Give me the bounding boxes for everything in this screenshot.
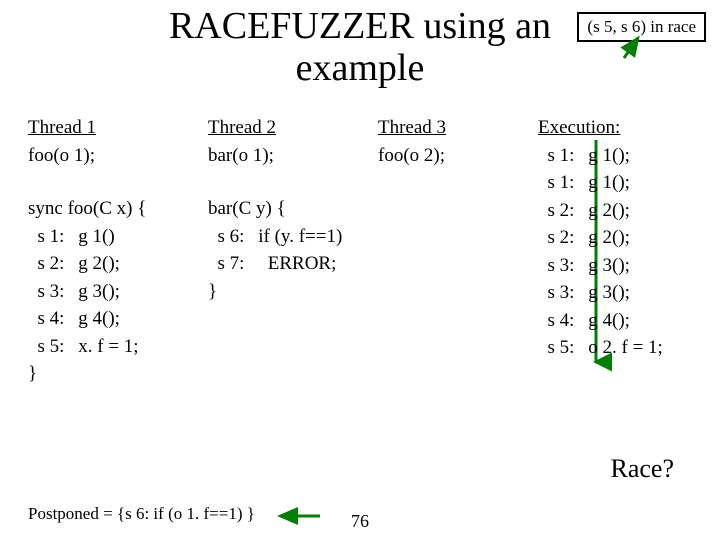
stmt-code: ERROR; [258, 253, 336, 274]
thread2-call: bar(o 1); [208, 142, 378, 170]
exec-stmt-code: o 2. f = 1; [588, 337, 663, 358]
exec-stmt-code: g 2(); [588, 200, 630, 221]
execution-column: Execution: s 1: g 1(); s 1: g 1(); s 2: … [538, 114, 710, 388]
foo-signature: sync foo(C x) { [28, 195, 208, 223]
thread3-header: Thread 3 [378, 114, 538, 142]
postponed-body: s 6: if (o 1. f==1) [125, 504, 247, 523]
exec-stmt-code: g 1(); [588, 145, 630, 166]
foo-body-line: s 5: x. f = 1; [28, 333, 208, 361]
bar-close: } [208, 278, 378, 306]
race-annotation-box: (s 5, s 6) in race [577, 12, 706, 42]
exec-stmt-code: g 4(); [588, 310, 630, 331]
exec-stmt-label: s 5: [548, 334, 584, 362]
execution-step: s 3: g 3(); [538, 252, 710, 280]
stmt-code: if (y. f==1) [258, 226, 342, 247]
execution-step: s 3: g 3(); [538, 279, 710, 307]
execution-step: s 4: g 4(); [538, 307, 710, 335]
postponed-prefix: Postponed = { [28, 504, 125, 523]
thread2-column: Thread 2 bar(o 1); bar(C y) { s 6: if (y… [208, 114, 378, 388]
exec-stmt-label: s 4: [548, 307, 584, 335]
exec-stmt-code: g 3(); [588, 255, 630, 276]
thread1-column: Thread 1 foo(o 1); sync foo(C x) { s 1: … [28, 114, 208, 388]
thread2-header: Thread 2 [208, 114, 378, 142]
stmt-label: s 2: [38, 250, 74, 278]
stmt-code: g 2(); [78, 253, 120, 274]
title-line-1: RACEFUZZER using an [169, 5, 551, 47]
foo-body-line: s 4: g 4(); [28, 305, 208, 333]
stmt-code: x. f = 1; [78, 336, 138, 357]
stmt-code: g 4(); [78, 308, 120, 329]
exec-stmt-code: g 2(); [588, 227, 630, 248]
foo-definition: sync foo(C x) { s 1: g 1() s 2: g 2(); s… [28, 195, 208, 388]
thread1-header: Thread 1 [28, 114, 208, 142]
stmt-code: g 3(); [78, 281, 120, 302]
execution-step: s 1: g 1(); [538, 169, 710, 197]
content-columns: Thread 1 foo(o 1); sync foo(C x) { s 1: … [28, 114, 710, 388]
execution-step: s 2: g 2(); [538, 224, 710, 252]
exec-stmt-label: s 3: [548, 252, 584, 280]
bar-body-line: s 6: if (y. f==1) [208, 223, 378, 251]
bar-definition: bar(C y) { s 6: if (y. f==1) s 7: ERROR;… [208, 195, 378, 305]
exec-stmt-label: s 1: [548, 169, 584, 197]
execution-step: s 5: o 2. f = 1; [538, 334, 710, 362]
bar-body-line: s 7: ERROR; [208, 250, 378, 278]
execution-header: Execution: [538, 114, 710, 142]
race-question: Race? [610, 454, 674, 484]
title-line-2: example [296, 47, 425, 89]
foo-body-line: s 3: g 3(); [28, 278, 208, 306]
exec-stmt-label: s 2: [548, 197, 584, 225]
stmt-label: s 1: [38, 223, 74, 251]
exec-stmt-label: s 2: [548, 224, 584, 252]
postponed-set: Postponed = {s 6: if (o 1. f==1) } [28, 504, 255, 524]
stmt-label: s 5: [38, 333, 74, 361]
foo-body-line: s 1: g 1() [28, 223, 208, 251]
exec-stmt-code: g 3(); [588, 282, 630, 303]
stmt-label: s 3: [38, 278, 74, 306]
foo-body-line: s 2: g 2(); [28, 250, 208, 278]
stmt-label: s 6: [218, 223, 254, 251]
stmt-label: s 4: [38, 305, 74, 333]
page-number: 76 [351, 511, 369, 532]
thread1-call: foo(o 1); [28, 142, 208, 170]
stmt-code: g 1() [78, 226, 114, 247]
exec-stmt-label: s 3: [548, 279, 584, 307]
postponed-suffix: } [247, 504, 255, 523]
thread3-call: foo(o 2); [378, 142, 538, 170]
foo-close: } [28, 360, 208, 388]
exec-stmt-code: g 1(); [588, 172, 630, 193]
exec-stmt-label: s 1: [548, 142, 584, 170]
race-annotation-text: (s 5, s 6) in race [587, 17, 696, 36]
thread3-column: Thread 3 foo(o 2); [378, 114, 538, 388]
stmt-label: s 7: [218, 250, 254, 278]
bar-signature: bar(C y) { [208, 195, 378, 223]
execution-step: s 1: g 1(); [538, 142, 710, 170]
execution-step: s 2: g 2(); [538, 197, 710, 225]
